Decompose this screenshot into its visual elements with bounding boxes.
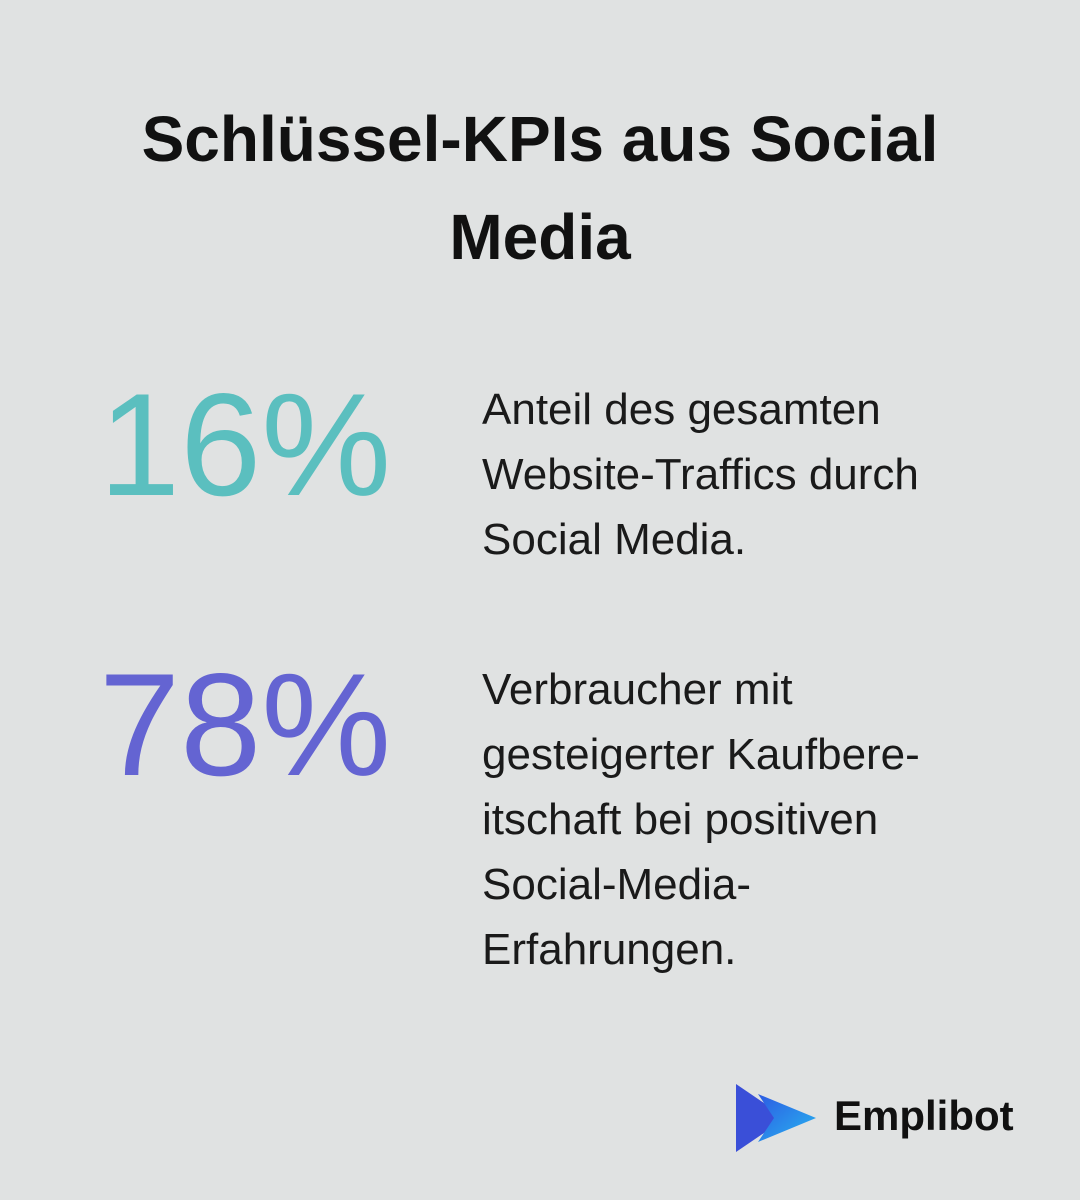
description-line: Verbraucher mit	[482, 665, 793, 714]
title: Schlüssel-KPIs aus Social Media	[0, 90, 1080, 286]
description-line: gesteigerter Kaufbere-	[482, 730, 920, 779]
description-line: itschaft bei positiven	[482, 795, 879, 844]
description-line: Anteil des gesamten	[482, 385, 881, 434]
title-line: Schlüssel-KPIs aus Social	[141, 103, 939, 175]
stat-description: Anteil des gesamten Website-Traffics durc…	[482, 377, 919, 572]
description-line: Social-Media-	[482, 860, 751, 909]
stat-description: Verbraucher mit gesteigerter Kaufbere-its…	[482, 657, 920, 982]
description-line: Erfahrungen.	[482, 925, 737, 974]
title-line: Media	[449, 201, 631, 273]
logo-icon	[736, 1084, 816, 1152]
description-line: Website-Traffics durch	[482, 450, 919, 499]
stat-value: 16%	[98, 363, 392, 526]
stat-value: 78%	[98, 643, 392, 806]
description-line: Social Media.	[482, 515, 747, 564]
brand-name: Emplibot	[834, 1092, 1014, 1139]
